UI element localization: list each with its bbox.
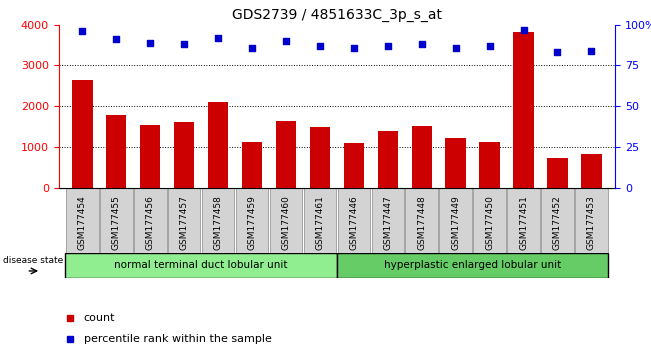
Bar bbox=[242, 142, 262, 188]
Point bbox=[349, 45, 359, 50]
Point bbox=[247, 45, 257, 50]
Bar bbox=[100, 188, 133, 253]
Point bbox=[383, 43, 393, 49]
Text: GSM177458: GSM177458 bbox=[214, 195, 223, 250]
Bar bbox=[479, 142, 500, 188]
Point bbox=[111, 36, 122, 42]
Text: GSM177448: GSM177448 bbox=[417, 195, 426, 250]
Bar bbox=[276, 121, 296, 188]
Point bbox=[417, 41, 427, 47]
Bar bbox=[310, 127, 330, 188]
Bar bbox=[445, 138, 466, 188]
Bar bbox=[236, 188, 268, 253]
Title: GDS2739 / 4851633C_3p_s_at: GDS2739 / 4851633C_3p_s_at bbox=[232, 8, 442, 22]
Text: percentile rank within the sample: percentile rank within the sample bbox=[83, 334, 271, 344]
Bar bbox=[65, 253, 337, 278]
Text: GSM177449: GSM177449 bbox=[451, 195, 460, 250]
Bar bbox=[406, 188, 438, 253]
Point bbox=[179, 41, 189, 47]
Bar bbox=[174, 122, 195, 188]
Text: GSM177452: GSM177452 bbox=[553, 195, 562, 250]
Point bbox=[145, 40, 156, 46]
Point bbox=[518, 27, 529, 33]
Point bbox=[281, 38, 291, 44]
Bar bbox=[372, 188, 404, 253]
Text: GSM177459: GSM177459 bbox=[247, 195, 256, 250]
Bar bbox=[378, 131, 398, 188]
Bar bbox=[303, 188, 336, 253]
Bar bbox=[541, 188, 574, 253]
Text: GSM177455: GSM177455 bbox=[112, 195, 121, 250]
Bar bbox=[473, 188, 506, 253]
Bar bbox=[547, 158, 568, 188]
Text: GSM177456: GSM177456 bbox=[146, 195, 155, 250]
Bar bbox=[581, 154, 602, 188]
Text: hyperplastic enlarged lobular unit: hyperplastic enlarged lobular unit bbox=[384, 261, 561, 270]
Bar bbox=[338, 188, 370, 253]
Bar bbox=[140, 125, 160, 188]
Bar bbox=[270, 188, 302, 253]
Point bbox=[484, 43, 495, 49]
Text: GSM177454: GSM177454 bbox=[78, 195, 87, 250]
Point bbox=[552, 50, 562, 55]
Text: GSM177447: GSM177447 bbox=[383, 195, 393, 250]
Bar bbox=[66, 188, 99, 253]
Bar bbox=[575, 188, 608, 253]
Text: GSM177446: GSM177446 bbox=[350, 195, 358, 250]
Bar bbox=[337, 253, 609, 278]
Bar bbox=[134, 188, 167, 253]
Text: normal terminal duct lobular unit: normal terminal duct lobular unit bbox=[115, 261, 288, 270]
Bar bbox=[208, 102, 229, 188]
Bar bbox=[168, 188, 201, 253]
Text: GSM177460: GSM177460 bbox=[281, 195, 290, 250]
Bar bbox=[439, 188, 472, 253]
Text: count: count bbox=[83, 313, 115, 323]
Text: GSM177461: GSM177461 bbox=[316, 195, 324, 250]
Text: GSM177457: GSM177457 bbox=[180, 195, 189, 250]
Point bbox=[587, 48, 597, 54]
Text: GSM177453: GSM177453 bbox=[587, 195, 596, 250]
Point bbox=[213, 35, 223, 41]
Bar bbox=[411, 126, 432, 188]
Bar bbox=[72, 80, 92, 188]
Point bbox=[77, 28, 87, 34]
Text: disease state: disease state bbox=[3, 256, 63, 264]
Bar bbox=[344, 143, 364, 188]
Text: GSM177450: GSM177450 bbox=[485, 195, 494, 250]
Bar bbox=[507, 188, 540, 253]
Text: GSM177451: GSM177451 bbox=[519, 195, 528, 250]
Point bbox=[314, 43, 325, 49]
Bar bbox=[106, 115, 126, 188]
Point bbox=[450, 45, 461, 50]
Bar bbox=[514, 32, 534, 188]
Bar bbox=[202, 188, 234, 253]
